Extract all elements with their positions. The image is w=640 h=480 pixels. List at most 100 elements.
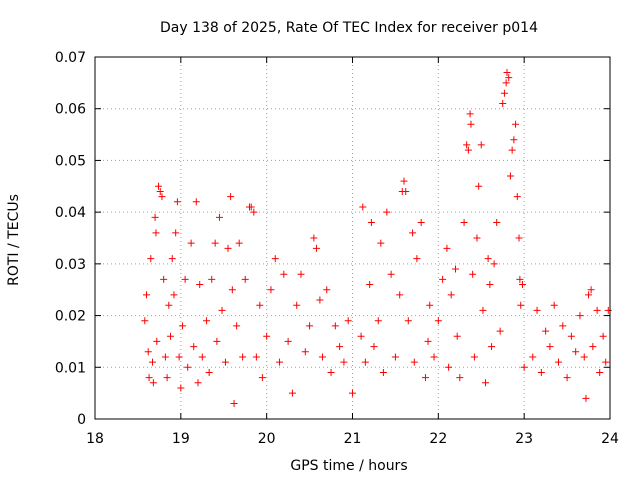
data-point xyxy=(177,384,185,392)
data-point xyxy=(247,203,255,211)
x-tick-label: 24 xyxy=(601,431,619,447)
data-point xyxy=(572,348,580,356)
data-point xyxy=(410,358,418,366)
data-point xyxy=(537,368,545,376)
data-point xyxy=(589,343,597,351)
y-tick-label: 0.04 xyxy=(55,205,86,221)
chart-title: Day 138 of 2025, Rate Of TEC Index for r… xyxy=(160,20,538,36)
data-point xyxy=(155,182,163,190)
x-axis-label: GPS time / hours xyxy=(290,458,407,474)
data-point xyxy=(567,332,575,340)
data-point xyxy=(464,146,472,154)
data-point xyxy=(434,317,442,325)
data-point xyxy=(336,343,344,351)
data-point xyxy=(230,399,238,407)
data-point xyxy=(158,193,166,201)
data-point xyxy=(396,291,404,299)
data-point xyxy=(517,301,525,309)
data-point xyxy=(404,317,412,325)
data-point xyxy=(387,270,395,278)
data-point xyxy=(470,353,478,361)
data-point xyxy=(508,146,516,154)
data-point xyxy=(357,332,365,340)
data-point xyxy=(280,270,288,278)
data-point xyxy=(493,218,501,226)
data-point xyxy=(596,368,604,376)
data-point xyxy=(515,234,523,242)
data-point xyxy=(482,379,490,387)
data-point xyxy=(366,281,374,289)
data-point xyxy=(505,74,513,82)
data-point xyxy=(513,193,521,201)
data-point xyxy=(484,255,492,263)
data-point xyxy=(445,363,453,371)
data-point xyxy=(426,301,434,309)
data-point xyxy=(456,374,464,382)
x-tick-label: 19 xyxy=(172,431,190,447)
data-point xyxy=(323,286,331,294)
data-point xyxy=(340,358,348,366)
data-point xyxy=(466,110,474,118)
data-point xyxy=(503,69,511,77)
y-tick-label: 0 xyxy=(77,412,86,428)
data-point xyxy=(563,374,571,382)
data-point xyxy=(370,343,378,351)
data-point xyxy=(173,198,181,206)
data-point xyxy=(256,301,264,309)
data-point xyxy=(518,281,526,289)
data-point xyxy=(359,203,367,211)
data-point xyxy=(147,255,155,263)
data-point xyxy=(510,136,518,144)
data-point xyxy=(241,275,249,283)
data-point xyxy=(402,187,410,195)
data-point xyxy=(250,208,258,216)
data-point xyxy=(151,213,159,221)
data-point xyxy=(252,353,260,361)
data-point xyxy=(599,332,607,340)
data-point xyxy=(215,213,223,221)
data-point xyxy=(144,348,152,356)
data-point xyxy=(475,182,483,190)
data-point xyxy=(145,374,153,382)
data-point xyxy=(165,301,173,309)
data-point xyxy=(367,218,375,226)
data-point xyxy=(453,332,461,340)
data-point xyxy=(194,379,202,387)
data-point xyxy=(488,343,496,351)
data-point xyxy=(224,244,232,252)
data-point xyxy=(293,301,301,309)
data-point xyxy=(349,389,356,397)
data-point xyxy=(587,286,595,294)
data-point xyxy=(208,275,216,283)
data-point xyxy=(211,239,219,247)
data-point xyxy=(463,141,471,149)
data-point xyxy=(550,301,558,309)
data-point xyxy=(187,239,195,247)
data-point xyxy=(213,337,221,345)
data-point xyxy=(502,79,510,87)
data-point xyxy=(516,275,524,283)
data-point xyxy=(500,89,508,97)
data-point xyxy=(447,291,455,299)
y-tick-label: 0.05 xyxy=(55,153,86,169)
data-point xyxy=(167,332,175,340)
data-point xyxy=(542,327,550,335)
data-point xyxy=(284,337,292,345)
y-axis-label: ROTI / TECUs xyxy=(6,194,22,286)
data-point xyxy=(288,389,296,397)
data-point xyxy=(417,218,425,226)
data-point xyxy=(604,306,612,314)
data-point xyxy=(267,286,275,294)
data-point xyxy=(221,358,229,366)
x-tick-label: 23 xyxy=(515,431,533,447)
data-point xyxy=(301,348,309,356)
y-tick-label: 0.03 xyxy=(55,257,86,273)
data-point xyxy=(276,358,284,366)
x-tick-label: 21 xyxy=(344,431,362,447)
data-point xyxy=(153,337,161,345)
data-point xyxy=(559,322,567,330)
data-point xyxy=(218,306,226,314)
data-point xyxy=(400,177,408,185)
data-point xyxy=(239,353,247,361)
data-point xyxy=(439,275,447,283)
